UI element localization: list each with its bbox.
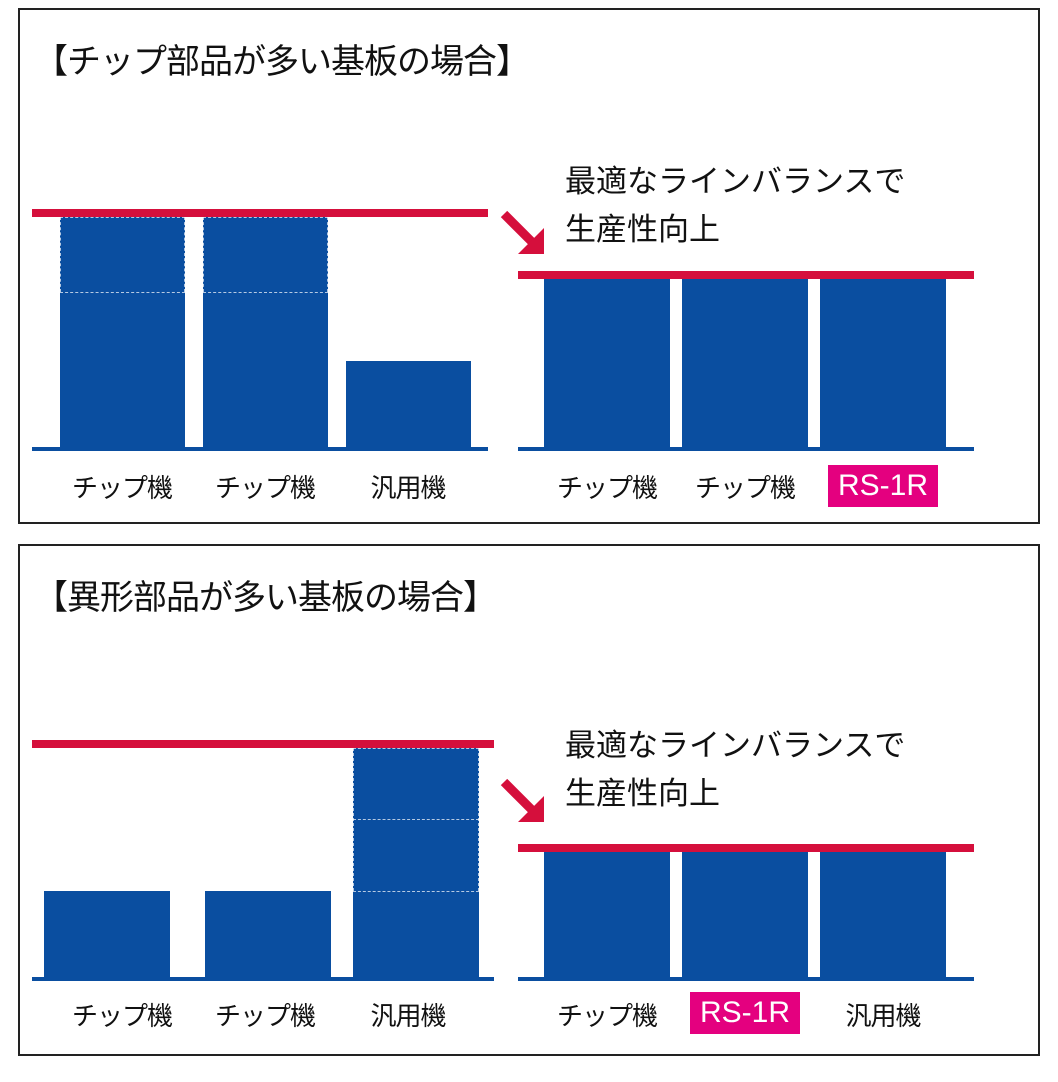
bar-after-2 — [682, 279, 808, 449]
bar-after-2 — [682, 852, 808, 979]
panel-chip-heavy: 【チップ部品が多い基板の場合】 チップ機 チップ機 汎用機 最適なラインバランス… — [18, 8, 1040, 524]
rs-1r-badge: RS-1R — [828, 465, 938, 507]
label-after-3: 汎用機 — [845, 1002, 921, 1032]
bar-after-1 — [544, 279, 670, 449]
panel-title: 【チップ部品が多い基板の場合】 — [34, 42, 530, 82]
note-line-1: 最適なラインバランスで — [565, 728, 906, 764]
bar-before-2-dash-left — [203, 217, 204, 292]
label-after-2: チップ機 — [694, 474, 796, 504]
bar-before-2 — [205, 891, 331, 979]
panel-odd-form-heavy: 【異形部品が多い基板の場合】 チップ機 チップ機 汎用機 最適なラインバランスで… — [18, 544, 1040, 1056]
bar-after-3 — [820, 852, 946, 979]
note-line-2: 生産性向上 — [565, 212, 720, 248]
label-before-2: チップ機 — [214, 1002, 316, 1032]
baseline-after — [518, 447, 974, 451]
bar-before-3-dash-2 — [353, 891, 479, 892]
bar-before-1-dash-right — [184, 217, 185, 292]
cycle-time-line-before — [32, 209, 488, 217]
rs-1r-badge: RS-1R — [690, 992, 800, 1034]
baseline-before — [32, 447, 488, 451]
bar-after-1 — [544, 852, 670, 979]
bar-before-3-dash-1 — [353, 819, 479, 820]
bar-before-2-dash-top — [203, 217, 328, 218]
bar-before-1 — [60, 217, 185, 449]
bar-before-3 — [346, 361, 471, 449]
label-before-1: チップ機 — [71, 1002, 173, 1032]
panel-title: 【異形部品が多い基板の場合】 — [34, 578, 497, 618]
bar-after-3 — [820, 279, 946, 449]
bar-before-3-dash-right — [478, 748, 479, 891]
bar-before-2-dash — [203, 292, 328, 293]
label-after-1: チップ機 — [556, 1002, 658, 1032]
label-before-2: チップ機 — [214, 474, 316, 504]
bar-before-3-dash-top — [353, 748, 479, 749]
bar-before-2 — [203, 217, 328, 449]
label-before-3: 汎用機 — [370, 1002, 446, 1032]
arrow-down-right-icon — [500, 210, 544, 254]
bar-before-1-dash-left — [60, 217, 61, 292]
label-before-3: 汎用機 — [370, 474, 446, 504]
cycle-time-line-before — [32, 740, 494, 748]
note-text: 最適なラインバランスで 生産性向上 — [565, 158, 905, 254]
baseline-before — [32, 977, 494, 981]
note-line-1: 最適なラインバランスで — [565, 164, 906, 200]
note-line-2: 生産性向上 — [565, 776, 720, 812]
bar-before-1-dash-top — [60, 217, 185, 218]
bar-before-1-dash — [60, 292, 185, 293]
arrow-down-right-icon — [500, 778, 544, 822]
bar-before-3-dash-left — [353, 748, 354, 891]
bar-before-3 — [353, 748, 479, 979]
baseline-after — [518, 977, 974, 981]
note-text: 最適なラインバランスで 生産性向上 — [565, 722, 905, 818]
label-before-1: チップ機 — [71, 474, 173, 504]
label-after-1: チップ機 — [556, 474, 658, 504]
cycle-time-line-after — [518, 844, 974, 852]
bar-before-2-dash-right — [327, 217, 328, 292]
bar-before-1 — [44, 891, 170, 979]
cycle-time-line-after — [518, 271, 974, 279]
